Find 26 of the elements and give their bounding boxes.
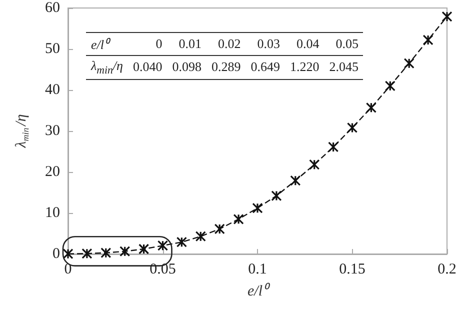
y-axis-title: λ$_{min}$/η [90,57,124,79]
y-tick-label: 50 [45,41,60,57]
annotation: 0.03 [246,32,285,56]
annotation: 0.01 [167,32,206,56]
y-tick-label: 0 [52,246,60,262]
x-tick-label: 0.15 [339,262,366,278]
annotation: 0 [128,32,168,56]
y-tick-label: 60 [45,0,60,16]
annotation: 1.220 [288,58,320,76]
y-tick-label: 40 [45,82,60,98]
text: λmin/η [14,114,30,148]
y-tick-label: 30 [45,123,60,139]
annotation: 0.040 [132,58,164,76]
annotation: 0.05 [324,32,364,56]
annotation: 0.04 [284,32,324,56]
x-tick-label: 0.2 [438,262,456,278]
y-tick-label: 20 [45,164,60,180]
x-tick-label: 0.1 [248,262,267,278]
annotation: 0.098 [171,58,202,76]
annotation: 2.045 [328,58,360,76]
annotation: 0.649 [250,58,281,76]
text: e/l⁰ [248,284,268,300]
y-tick-label: 10 [45,205,60,221]
x-axis-title: e/l⁰ [86,32,128,56]
annotation: 0.289 [210,58,242,76]
annotation: 0.02 [206,32,246,56]
